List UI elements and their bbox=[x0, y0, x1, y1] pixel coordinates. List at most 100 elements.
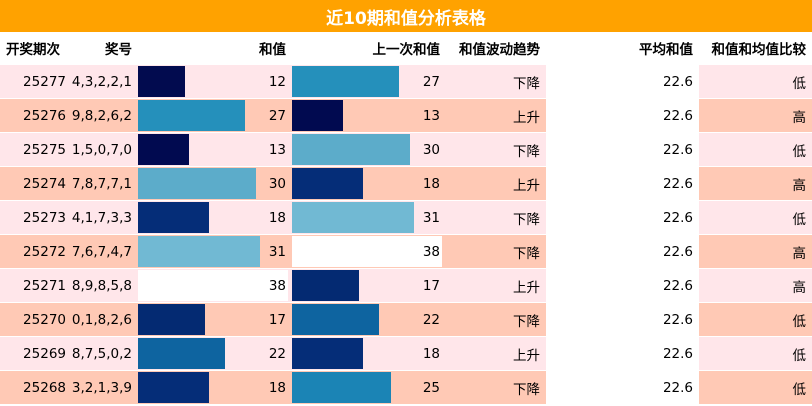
cell-sum: 22 bbox=[138, 337, 292, 370]
cell-text: 17 bbox=[422, 277, 440, 294]
cell-text: 25273 bbox=[23, 209, 66, 226]
cell-sum: 30 bbox=[138, 167, 292, 200]
cell-text: 18 bbox=[268, 379, 286, 396]
bar-prev-sum bbox=[292, 338, 363, 369]
cell-sum: 13 bbox=[138, 133, 292, 166]
cell-compare: 高 bbox=[699, 269, 812, 302]
bar-prev-sum bbox=[292, 304, 379, 335]
cell-prev-sum: 38 bbox=[292, 235, 446, 268]
cell-text: 下降 bbox=[513, 313, 540, 330]
cell-prev-sum: 18 bbox=[292, 337, 446, 370]
cell-text: 38 bbox=[422, 243, 440, 260]
cell-avg: 22.6 bbox=[546, 133, 699, 166]
cell-text: 低 bbox=[792, 75, 807, 92]
table-title: 近10期和值分析表格 bbox=[0, 0, 812, 32]
cell-text: 22.6 bbox=[662, 141, 693, 158]
cell-period: 25268 bbox=[0, 371, 72, 404]
cell-prev-sum: 17 bbox=[292, 269, 446, 302]
cell-trend: 上升 bbox=[446, 99, 546, 132]
bar-sum bbox=[138, 236, 260, 267]
bar-sum bbox=[138, 304, 205, 335]
cell-numbers: 7,8,7,7,1 bbox=[72, 167, 138, 200]
cell-text: 25271 bbox=[23, 277, 66, 294]
bar-sum bbox=[138, 66, 185, 97]
bar-sum bbox=[138, 270, 288, 301]
cell-text: 18 bbox=[422, 345, 440, 362]
cell-text: 高 bbox=[792, 109, 807, 126]
col-header-numbers: 奖号 bbox=[105, 42, 132, 58]
cell-trend: 上升 bbox=[446, 167, 546, 200]
cell-text: 22 bbox=[268, 345, 286, 362]
cell-text: 1,5,0,7,0 bbox=[72, 141, 132, 158]
cell-text: 27 bbox=[422, 73, 440, 90]
bar-sum bbox=[138, 100, 245, 131]
cell-trend: 下降 bbox=[446, 133, 546, 166]
cell-text: 22.6 bbox=[662, 345, 693, 362]
cell-prev-sum: 18 bbox=[292, 167, 446, 200]
cell-text: 高 bbox=[792, 279, 807, 296]
cell-text: 25274 bbox=[23, 175, 66, 192]
cell-text: 25 bbox=[422, 379, 440, 396]
cell-trend: 下降 bbox=[446, 303, 546, 336]
cell-period: 25277 bbox=[0, 65, 72, 98]
cell-text: 7,6,7,4,7 bbox=[72, 243, 132, 260]
cell-text: 0,1,8,2,6 bbox=[72, 311, 132, 328]
bar-prev-sum bbox=[292, 168, 363, 199]
cell-numbers: 3,2,1,3,9 bbox=[72, 371, 138, 404]
cell-avg: 22.6 bbox=[546, 99, 699, 132]
cell-period: 25275 bbox=[0, 133, 72, 166]
cell-text: 22.6 bbox=[662, 311, 693, 328]
cell-text: 22.6 bbox=[662, 175, 693, 192]
cell-text: 25276 bbox=[23, 107, 66, 124]
cell-prev-sum: 30 bbox=[292, 133, 446, 166]
cell-text: 上升 bbox=[513, 279, 540, 296]
cell-avg: 22.6 bbox=[546, 235, 699, 268]
cell-text: 25272 bbox=[23, 243, 66, 260]
cell-sum: 12 bbox=[138, 65, 292, 98]
cell-text: 8,7,5,0,2 bbox=[72, 345, 132, 362]
cell-text: 4,3,2,2,1 bbox=[72, 73, 132, 90]
cell-trend: 下降 bbox=[446, 371, 546, 404]
cell-text: 下降 bbox=[513, 381, 540, 398]
cell-prev-sum: 31 bbox=[292, 201, 446, 234]
cell-text: 低 bbox=[792, 211, 807, 228]
cell-trend: 下降 bbox=[446, 65, 546, 98]
cell-period: 25270 bbox=[0, 303, 72, 336]
bar-prev-sum bbox=[292, 134, 410, 165]
col-header-period: 开奖期次 bbox=[6, 42, 60, 58]
col-header-trend: 和值波动趋势 bbox=[459, 42, 540, 58]
cell-text: 低 bbox=[792, 381, 807, 398]
cell-prev-sum: 22 bbox=[292, 303, 446, 336]
cell-sum: 31 bbox=[138, 235, 292, 268]
bar-prev-sum bbox=[292, 270, 359, 301]
cell-period: 25271 bbox=[0, 269, 72, 302]
bar-sum bbox=[138, 338, 225, 369]
bar-prev-sum bbox=[292, 100, 343, 131]
cell-compare: 低 bbox=[699, 303, 812, 336]
cell-text: 低 bbox=[792, 143, 807, 160]
cell-text: 13 bbox=[268, 141, 286, 158]
cell-numbers: 1,5,0,7,0 bbox=[72, 133, 138, 166]
cell-compare: 低 bbox=[699, 337, 812, 370]
cell-text: 下降 bbox=[513, 75, 540, 92]
cell-text: 31 bbox=[268, 243, 286, 260]
col-header-prev-sum: 上一次和值 bbox=[372, 42, 441, 58]
cell-prev-sum: 27 bbox=[292, 65, 446, 98]
cell-prev-sum: 25 bbox=[292, 371, 446, 404]
cell-text: 4,1,7,3,3 bbox=[72, 209, 132, 226]
cell-avg: 22.6 bbox=[546, 337, 699, 370]
cell-text: 30 bbox=[422, 141, 440, 158]
cell-numbers: 8,9,8,5,8 bbox=[72, 269, 138, 302]
col-header-avg: 平均和值 bbox=[639, 42, 693, 58]
bar-sum bbox=[138, 168, 256, 199]
bar-sum bbox=[138, 372, 209, 403]
cell-prev-sum: 13 bbox=[292, 99, 446, 132]
cell-compare: 低 bbox=[699, 65, 812, 98]
cell-text: 低 bbox=[792, 313, 807, 330]
cell-numbers: 9,8,2,6,2 bbox=[72, 99, 138, 132]
cell-avg: 22.6 bbox=[546, 303, 699, 336]
bar-prev-sum bbox=[292, 66, 399, 97]
cell-text: 下降 bbox=[513, 143, 540, 160]
cell-period: 25269 bbox=[0, 337, 72, 370]
cell-sum: 17 bbox=[138, 303, 292, 336]
